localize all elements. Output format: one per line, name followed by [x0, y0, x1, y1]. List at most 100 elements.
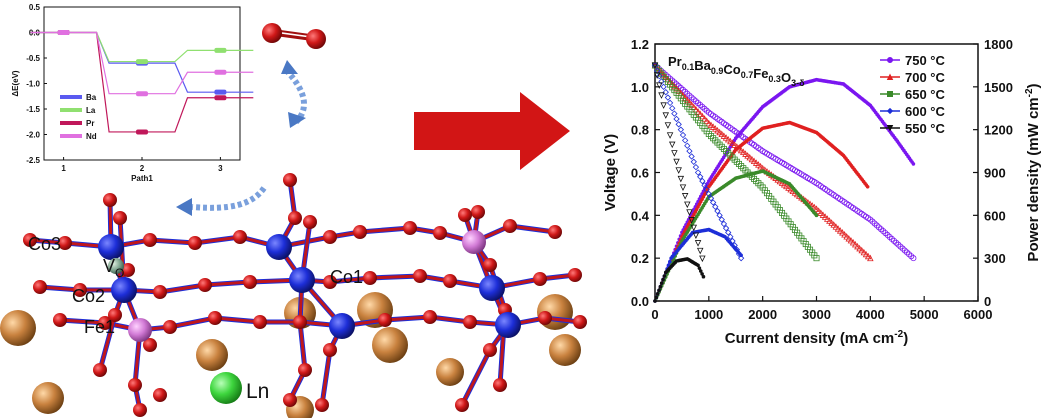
voltage-point	[740, 165, 747, 172]
oxygen-atom	[113, 211, 127, 225]
oxygen-atom	[483, 343, 497, 357]
voltage-point	[694, 108, 702, 115]
voltage-point	[839, 229, 846, 236]
voltage-point	[718, 216, 725, 223]
oxygen-atom	[103, 193, 117, 207]
voltage-point	[716, 212, 723, 219]
label-co1: Co1	[330, 267, 363, 287]
iron-atom	[462, 230, 486, 254]
voltage-point	[830, 221, 837, 228]
voltage-point	[841, 231, 848, 238]
cobalt-atom	[479, 275, 505, 301]
main-x-tick-label: 5000	[910, 307, 939, 322]
voltage-point	[675, 167, 682, 174]
voltage-point	[753, 178, 760, 185]
oxygen-atom	[163, 320, 177, 334]
oxygen-atom	[288, 211, 302, 225]
voltage-point	[826, 217, 833, 224]
voltage-point	[694, 240, 702, 247]
main-y2-tick-label: 900	[984, 166, 1006, 181]
oxygen-atom	[538, 311, 552, 325]
title-subscript: 0.7	[741, 70, 754, 80]
voltage-point	[705, 119, 713, 127]
main-x-tick-label: 6000	[964, 307, 993, 322]
voltage-point	[867, 254, 874, 262]
voltage-point	[690, 158, 697, 165]
oxygen-atom	[455, 398, 469, 412]
cobalt-atom	[266, 234, 292, 260]
oxygen-atom	[143, 233, 157, 247]
inset-legend-label: Nd	[86, 132, 97, 141]
inset-legend-label: Pr	[86, 119, 94, 128]
voltage-point	[821, 213, 829, 220]
voltage-point	[673, 158, 680, 166]
oxygen-atom	[98, 316, 112, 330]
voltage-point	[845, 234, 853, 242]
power-point	[697, 266, 702, 270]
oxygen-atom	[413, 269, 427, 283]
inset-x-tick-label: 2	[140, 164, 145, 173]
main-y-tick-label: 0.2	[631, 251, 649, 266]
voltage-point	[671, 150, 678, 157]
voltage-point	[699, 255, 706, 263]
inset-x-axis-label: Path1	[131, 174, 153, 183]
voltage-point	[694, 169, 702, 176]
oxygen-atom	[33, 280, 47, 294]
voltage-point	[718, 130, 726, 138]
main-x-tick-label: 2000	[748, 307, 777, 322]
voltage-point	[653, 67, 661, 74]
inset-legend-label: La	[86, 106, 96, 115]
oxygen-atom	[363, 271, 377, 285]
main-y2-tick-label: 1800	[984, 37, 1013, 52]
power-point	[814, 213, 819, 218]
bond	[98, 217, 126, 371]
voltage-point	[673, 85, 680, 92]
voltage-point	[742, 167, 749, 174]
main-x-axis-label-end: )	[903, 330, 908, 347]
title-element: O	[781, 70, 791, 85]
inset-y-tick-label: -1.5	[26, 105, 40, 114]
oxygen-atom	[153, 388, 167, 402]
main-y-tick-label: 0.6	[631, 166, 649, 181]
voltage-point	[701, 182, 708, 189]
voltage-point	[675, 121, 682, 128]
voltage-point	[688, 153, 695, 160]
voltage-point	[727, 233, 734, 240]
cobalt-atom	[495, 312, 521, 338]
voltage-point	[712, 203, 719, 210]
voltage-point	[757, 182, 764, 189]
power-point	[661, 277, 665, 282]
voltage-point	[858, 246, 865, 254]
voltage-point	[692, 163, 700, 171]
voltage-point	[688, 101, 695, 108]
inset-y-tick-label: -0.5	[26, 54, 40, 63]
voltage-point	[699, 112, 706, 120]
voltage-point	[862, 250, 870, 258]
oxygen-atom	[315, 398, 329, 412]
power-point	[668, 259, 672, 264]
oxygen-atom	[188, 236, 202, 250]
oxygen-atom	[503, 219, 517, 233]
oxygen-atom	[53, 313, 67, 327]
main-y2-tick-label: 1200	[984, 123, 1013, 138]
legend-marker	[887, 91, 894, 98]
oxygen-atom	[253, 315, 267, 329]
voltage-point	[755, 180, 762, 187]
oxygen-atom	[403, 221, 417, 235]
voltage-point	[836, 227, 844, 234]
label-vo-main: V	[103, 256, 115, 276]
main-x-axis-label: Current density (mA cm-2)	[725, 329, 908, 347]
voltage-point	[849, 238, 857, 246]
oxygen-atom	[548, 225, 562, 239]
voltage-point	[696, 247, 704, 255]
voltage-point	[703, 186, 710, 193]
voltage-point	[686, 209, 693, 216]
voltage-point	[910, 255, 917, 262]
label-ln: Ln	[246, 380, 269, 403]
voltage-point	[847, 236, 855, 244]
voltage-point	[737, 255, 745, 262]
blue-curved-arrow-icon	[176, 186, 267, 216]
voltage-point	[712, 125, 719, 132]
voltage-point	[675, 87, 682, 94]
oxygen-atom	[93, 363, 107, 377]
